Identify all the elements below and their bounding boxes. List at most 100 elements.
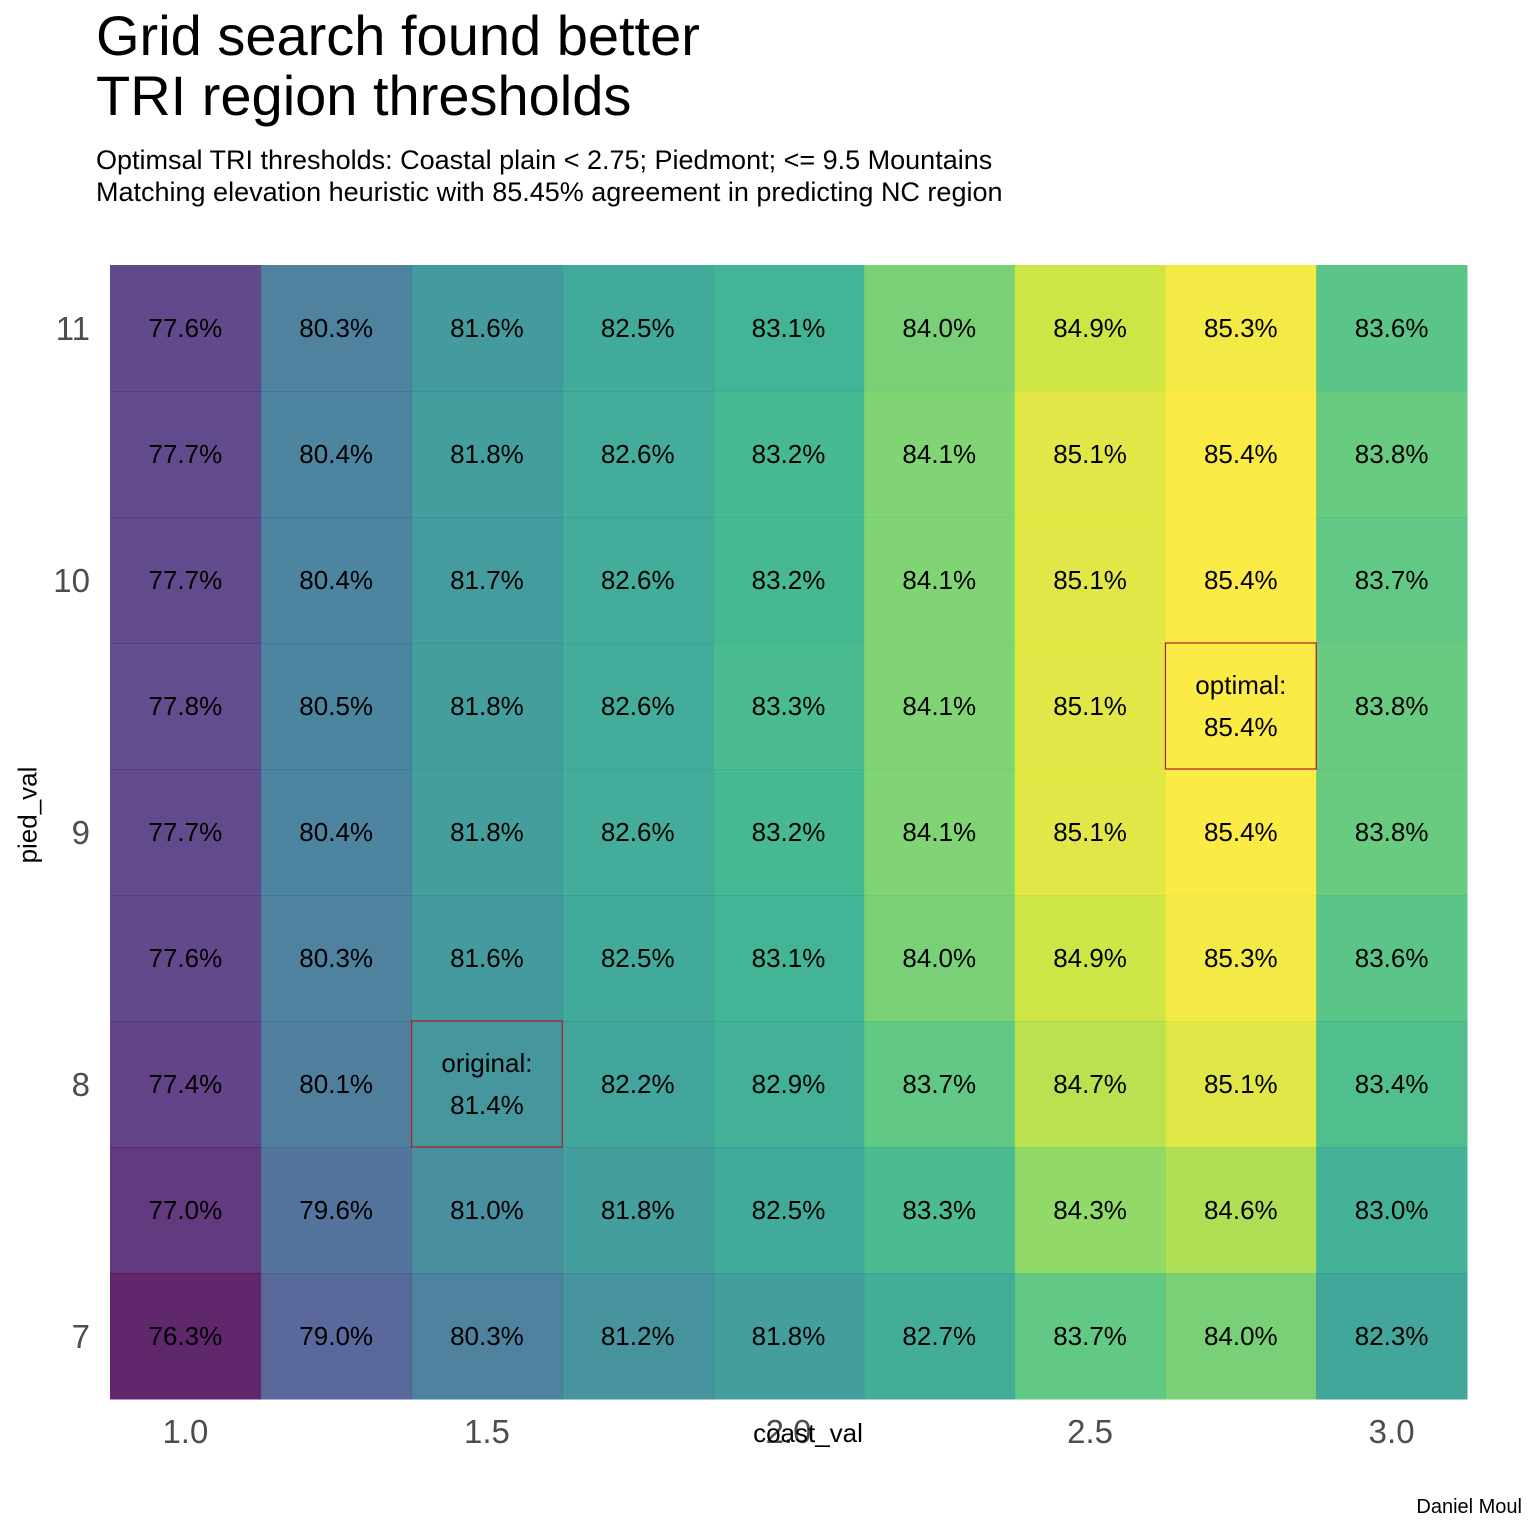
cell-labels: 77.6% 80.3% 81.6% 82.5% 83.1% 84.0% 84.9% 85.3%… xyxy=(149,313,1429,1351)
cell-value-label: 85.1% xyxy=(1053,691,1127,721)
cell-value-label: 81.0% xyxy=(450,1195,524,1225)
highlight-box xyxy=(410,1020,563,1148)
heatmap-cell xyxy=(1316,1273,1468,1400)
cell-value-label: 80.4% xyxy=(299,817,373,847)
heatmap-cell xyxy=(1165,517,1317,644)
highlight-boxes xyxy=(410,642,1317,1148)
annotation-label: optimal: 85.4% xyxy=(1195,670,1286,742)
heatmap-cell xyxy=(562,895,714,1022)
heatmap-cell xyxy=(110,391,262,518)
heatmap-cell xyxy=(1316,643,1468,770)
cell-value-label: 84.0% xyxy=(902,943,976,973)
cell-value-label: 84.9% xyxy=(1053,943,1127,973)
y-tick-label: 7 xyxy=(72,1318,90,1355)
heatmap-cell xyxy=(260,895,413,1022)
heatmap-cell xyxy=(411,895,563,1022)
cell-value-label: 77.4% xyxy=(149,1069,223,1099)
heatmap-cell xyxy=(411,643,563,770)
heatmap-cell xyxy=(863,1021,1016,1148)
cell-value-label: 83.7% xyxy=(1053,1321,1127,1351)
cell-value-label: 81.8% xyxy=(450,439,524,469)
heatmap-cell xyxy=(713,895,865,1022)
cell-value-label: 76.3% xyxy=(149,1321,223,1351)
heatmap-cell xyxy=(562,1273,714,1400)
cell-value-label: 85.3% xyxy=(1204,943,1278,973)
heatmap-cell xyxy=(1014,895,1166,1022)
heatmap-cell xyxy=(260,1147,413,1274)
cell-value-label: 82.3% xyxy=(1355,1321,1429,1351)
axes: 1.0 1.5 2.0 2.5 3.0 11 10 9 8 7 xyxy=(53,310,1414,1450)
heatmap-cell xyxy=(411,391,563,518)
cell-value-label: 81.7% xyxy=(450,565,524,595)
heatmap-cell xyxy=(713,1273,865,1400)
heatmap-cell xyxy=(1316,517,1468,644)
cell-value-label: 81.8% xyxy=(752,1321,826,1351)
y-tick-label: 8 xyxy=(72,1066,90,1103)
cell-value-label: 84.1% xyxy=(902,565,976,595)
heatmap-cell xyxy=(1316,1147,1468,1274)
heatmap-cell xyxy=(1165,1147,1317,1274)
heatmap-cell xyxy=(863,895,1016,1022)
x-tick-label: 2.5 xyxy=(1067,1413,1113,1450)
heatmap-cell xyxy=(1316,265,1468,392)
heatmap-cell xyxy=(863,517,1016,644)
cell-value-label: 83.8% xyxy=(1355,691,1429,721)
heatmap-cell xyxy=(260,1273,413,1400)
cell-value-label: 83.1% xyxy=(752,313,826,343)
heatmap-cells xyxy=(110,265,1468,1400)
y-tick-label: 9 xyxy=(72,814,90,851)
cell-value-label: 80.4% xyxy=(299,565,373,595)
heatmap-cell xyxy=(1165,265,1317,392)
heatmap-cell xyxy=(562,391,714,518)
heatmap-cell xyxy=(863,391,1016,518)
cell-value-label: 83.2% xyxy=(752,565,826,595)
x-tick-label: 3.0 xyxy=(1369,1413,1415,1450)
heatmap-cell xyxy=(110,1021,262,1148)
chart-subtitle-line-2: Matching elevation heuristic with 85.45%… xyxy=(96,177,1003,207)
heatmap-cell xyxy=(1014,1021,1166,1148)
heatmap-cell xyxy=(110,517,262,644)
cell-value-label: 82.2% xyxy=(601,1069,675,1099)
heatmap-cell xyxy=(260,1021,413,1148)
chart-title-line-2: TRI region thresholds xyxy=(96,64,632,127)
cell-value-label: 83.8% xyxy=(1355,439,1429,469)
cell-value-label: 84.1% xyxy=(902,691,976,721)
cell-value-label: 80.1% xyxy=(299,1069,373,1099)
cell-value-label: 82.5% xyxy=(601,943,675,973)
caption: Daniel Moul xyxy=(1416,1496,1522,1518)
cell-value-label: 79.0% xyxy=(299,1321,373,1351)
heatmap-cell xyxy=(260,265,413,392)
y-tick-label: 10 xyxy=(53,562,90,599)
chart-title-line-1: Grid search found better xyxy=(96,4,700,67)
heatmap-cell xyxy=(713,265,865,392)
cell-value-label: 84.1% xyxy=(902,817,976,847)
cell-value-label: 83.7% xyxy=(902,1069,976,1099)
cell-value-label: 83.7% xyxy=(1355,565,1429,595)
heatmap-cell xyxy=(1316,1021,1468,1148)
cell-value-label: 83.1% xyxy=(752,943,826,973)
cell-value-label: 77.8% xyxy=(149,691,223,721)
cell-value-label: 85.1% xyxy=(1053,817,1127,847)
cell-value-label: 81.6% xyxy=(450,943,524,973)
heatmap-cell xyxy=(1014,1147,1166,1274)
heatmap-cell xyxy=(1165,1273,1317,1400)
heatmap-cell xyxy=(863,265,1016,392)
heatmap-cell xyxy=(863,769,1016,896)
highlight-box xyxy=(1164,642,1317,770)
cell-value-label: 83.8% xyxy=(1355,817,1429,847)
cell-value-label: 84.3% xyxy=(1053,1195,1127,1225)
y-tick-label: 11 xyxy=(56,310,90,347)
heatmap-cell xyxy=(713,391,865,518)
cell-value-label: 85.4% xyxy=(1204,439,1278,469)
heatmap-cell xyxy=(1014,643,1166,770)
heatmap-cell xyxy=(411,1147,563,1274)
cell-value-label: 80.3% xyxy=(299,313,373,343)
x-axis-label: coast_val xyxy=(753,1418,863,1448)
heatmap-cell xyxy=(260,391,413,518)
cell-value-label: 85.3% xyxy=(1204,313,1278,343)
heatmap-cell xyxy=(1165,769,1317,896)
cell-value-label: 85.1% xyxy=(1204,1069,1278,1099)
heatmap-cell xyxy=(713,517,865,644)
cell-value-label: 80.3% xyxy=(450,1321,524,1351)
